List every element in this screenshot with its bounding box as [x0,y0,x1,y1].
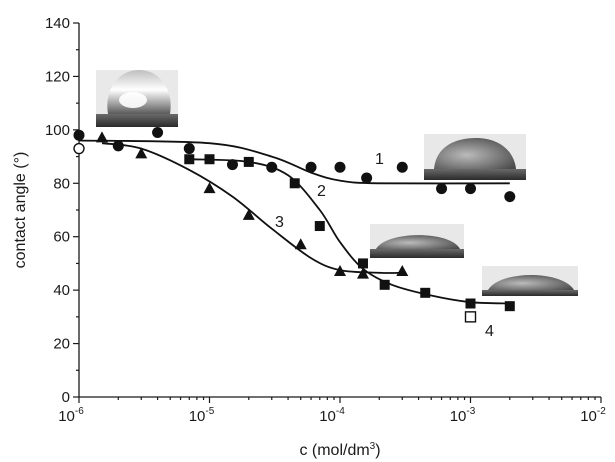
series-1-point [152,127,164,139]
curve-label-1: 1 [375,151,384,168]
series-1-point [112,140,124,152]
series-1-point [183,143,195,155]
series-2-point [379,279,390,290]
series-4-point [464,311,477,323]
y-axis-title: contact angle (°) [12,152,29,269]
series-3-point [396,264,409,276]
series-2-point [204,154,215,165]
x-tick-label: 10-4 [319,406,345,425]
series-2-point [420,287,431,298]
series-2-point [314,221,325,232]
droplet-photo-4 [482,266,578,296]
y-tick-label: 140 [45,15,70,32]
series-2-point [465,298,476,309]
curve-label-3: 3 [275,214,284,231]
series-4-point [73,142,85,155]
curve-label-2: 2 [317,183,326,200]
data-points [73,127,516,323]
series-3-point [294,238,307,250]
series-3-point [334,264,346,276]
y-tick-label: 0 [62,389,70,406]
series-1-point [266,161,278,173]
y-tick-label: 80 [53,175,70,192]
series-1-point [361,172,373,184]
series-2-point [289,178,300,189]
series-1-point [436,183,448,195]
series-1-point [334,161,346,173]
droplet-photo-3 [370,224,464,258]
fit-curve-3 [101,142,403,274]
series-3-point [242,208,255,220]
x-tick-label: 10-5 [189,406,215,425]
series-1-point [504,191,516,203]
axes: 0 20 40 60 80 100 120 140 10-6 10-5 10-4 10-3 10-2 c … [12,15,606,459]
series-1-point [465,183,476,195]
curve-labels: 1 2 3 4 [275,151,494,340]
y-tick-label: 20 [53,336,70,353]
curve-label-4: 4 [485,323,494,340]
series-1-point [396,161,408,173]
series-3-point [95,131,108,143]
x-axis-title: c (mol/dm3) [299,441,380,459]
series-3-point [135,147,148,159]
series-2-point [504,301,515,312]
x-tick-label: 10-3 [450,406,476,425]
droplet-photo-2 [424,134,526,180]
x-tick-label: 10-6 [58,406,84,425]
x-tick-label: 10-2 [580,406,606,425]
y-tick-label: 60 [53,229,70,246]
series-2-point [357,258,368,269]
y-tick-label: 40 [53,282,70,299]
series-2-point [243,156,254,167]
series-2-point [184,154,195,165]
series-1-point [305,161,317,173]
series-1-point [73,129,85,141]
y-tick-label: 100 [45,122,70,139]
droplet-photo-1 [96,70,178,127]
y-tick-label: 120 [45,68,70,85]
series-3-point [203,182,216,194]
series-1-point [226,159,238,171]
series-3-point [356,267,369,279]
